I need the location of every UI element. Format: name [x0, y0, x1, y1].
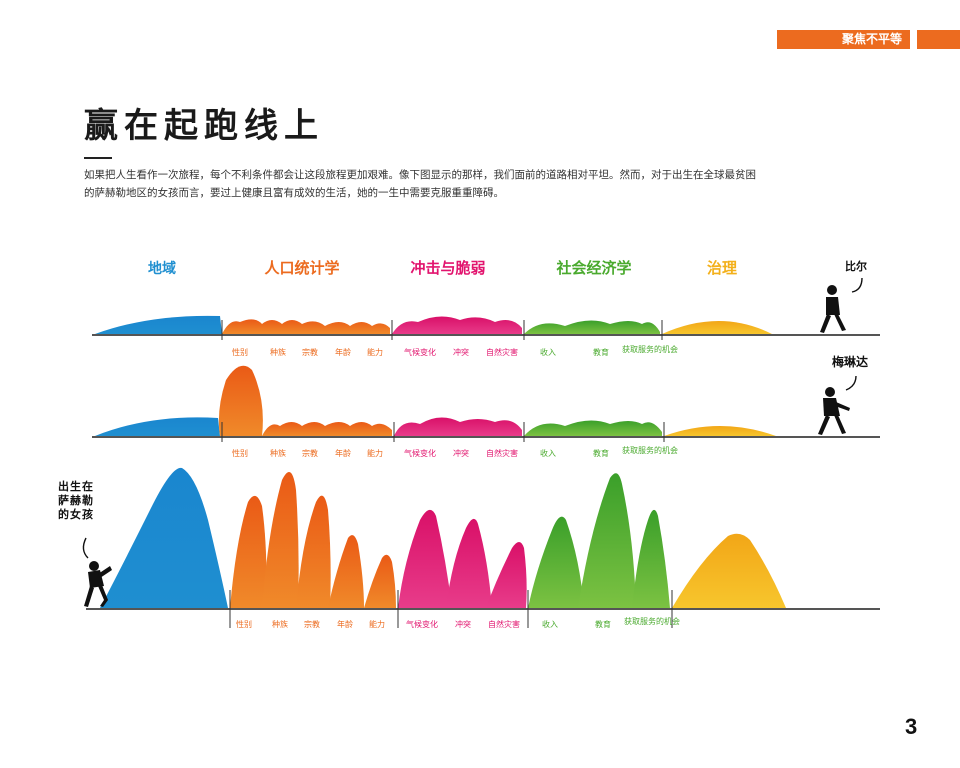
factor-label: 教育 [593, 448, 609, 458]
factor-label: 收入 [540, 448, 556, 458]
mound-demography [222, 319, 390, 334]
factor-label: 种族 [270, 347, 286, 357]
factor-label: 能力 [367, 448, 383, 458]
mounds-socioeconomic [528, 473, 670, 608]
category-label-shocks: 冲击与脆弱 [410, 259, 485, 277]
mound-geography [95, 417, 220, 436]
factor-label: 收入 [540, 347, 556, 357]
factor-label: 宗教 [302, 448, 318, 458]
mounds-demography [230, 472, 396, 608]
row-melinda: 性别 种族 宗教 年龄 能力 气候变化 冲突 自然灾害 收入 教育 获取服务的机… [92, 354, 880, 458]
factor-label: 种族 [272, 619, 288, 629]
mound-geography [100, 467, 228, 608]
category-label-socioeconomic: 社会经济学 [555, 259, 631, 277]
category-label-demography: 人口统计学 [264, 259, 339, 277]
person-figure-melinda [818, 387, 850, 435]
mound-shocks [392, 316, 522, 334]
person-figure-bill [820, 285, 846, 333]
factor-label: 年龄 [335, 448, 351, 458]
factor-label: 能力 [369, 619, 385, 629]
person-label-sahel-girl: 出生在萨赫勒的女孩 [58, 480, 94, 521]
factor-label: 冲突 [453, 448, 469, 458]
factor-label: 年龄 [335, 347, 351, 357]
page-number: 3 [905, 714, 918, 739]
factor-label: 教育 [593, 347, 609, 357]
title-rule [84, 157, 112, 159]
factor-label: 冲突 [453, 347, 469, 357]
factor-label: 自然灾害 [486, 448, 518, 458]
mound-governance [662, 321, 772, 334]
factor-label: 性别 [232, 347, 248, 357]
factor-label: 自然灾害 [488, 619, 520, 629]
factor-label: 宗教 [302, 347, 318, 357]
factor-label: 能力 [367, 347, 383, 357]
factor-label: 性别 [236, 619, 252, 629]
factor-label: 获取服务的机会 [622, 344, 678, 354]
pointer-arrow [845, 375, 857, 391]
factor-label: 教育 [595, 619, 611, 629]
factor-label: 宗教 [304, 619, 320, 629]
factor-label: 收入 [542, 619, 558, 629]
obstacle-infographic: 地域 人口统计学 冲击与脆弱 社会经济学 治理 性别 种族 宗教 年龄 能力 气… [58, 259, 880, 629]
intro-paragraph: 如果把人生看作一次旅程，每个不利条件都会让这段旅程更加艰难。像下图显示的那样，我… [84, 169, 756, 199]
factor-label: 获取服务的机会 [622, 445, 678, 455]
factor-label: 气候变化 [406, 619, 438, 629]
mound-socioeconomic [524, 320, 660, 334]
mounds-shocks [398, 509, 527, 608]
page-title: 赢在起跑线上 [84, 106, 324, 146]
factor-label: 气候变化 [404, 347, 436, 357]
factor-label: 性别 [232, 448, 248, 458]
section-tag-tail [917, 30, 960, 49]
pointer-arrow [851, 277, 863, 293]
mound-shocks [394, 417, 522, 436]
factor-label: 自然灾害 [486, 347, 518, 357]
factor-label: 获取服务的机会 [624, 616, 680, 626]
mound-demography [262, 422, 392, 436]
category-label-governance: 治理 [707, 259, 737, 277]
mound-socioeconomic [524, 420, 662, 436]
pointer-arrow [82, 537, 89, 559]
factor-label: 气候变化 [404, 448, 436, 458]
factor-label: 年龄 [337, 619, 353, 629]
mound-governance [664, 426, 776, 436]
row-bill: 性别 种族 宗教 年龄 能力 气候变化 冲突 自然灾害 收入 教育 获取服务的机… [92, 259, 880, 357]
section-tag: 聚焦不平等 [777, 30, 910, 49]
row-sahel-girl: 性别 种族 宗教 年龄 能力 气候变化 冲突 自然灾害 收入 教育 获取服务的机… [58, 467, 880, 629]
person-label-bill: 比尔 [845, 259, 867, 273]
mound-gender-peak [218, 365, 263, 436]
person-label-melinda: 梅琳达 [832, 354, 868, 369]
category-label-geography: 地域 [148, 260, 176, 277]
factor-label: 种族 [270, 448, 286, 458]
factor-label: 冲突 [455, 619, 471, 629]
person-figure-sahel-girl [84, 561, 112, 607]
mound-geography [95, 315, 222, 334]
mound-governance [672, 533, 786, 608]
